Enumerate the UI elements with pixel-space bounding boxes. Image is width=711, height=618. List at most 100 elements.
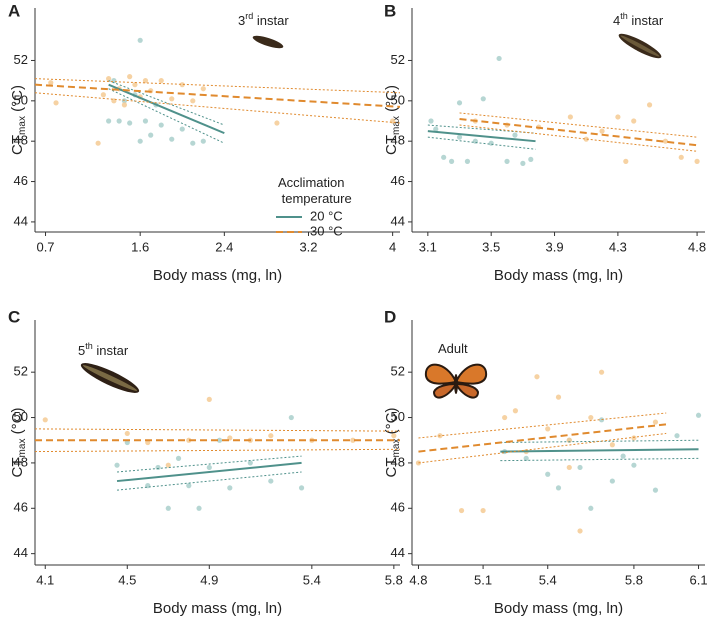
data-point	[42, 417, 48, 423]
caterpillar-4th	[618, 33, 662, 59]
x-tick-label: 3.9	[546, 239, 564, 254]
data-point	[165, 505, 171, 511]
legend-title: Acclimation temperature	[278, 175, 352, 206]
panel-letter: B	[384, 1, 396, 20]
data-point	[609, 478, 615, 484]
y-title-main: CT	[9, 457, 26, 477]
annotation-sup: th	[620, 11, 628, 21]
y-title-main: CT	[9, 135, 26, 155]
data-point	[190, 98, 196, 104]
annotation: 4th instar	[613, 11, 664, 28]
data-point	[155, 464, 161, 471]
fit-line	[116, 461, 302, 483]
data-point	[623, 158, 629, 164]
data-point	[53, 100, 59, 106]
y-axis-title: CTmax (°C)	[383, 408, 402, 478]
x-tick-label: 4.9	[200, 572, 218, 587]
x-tick-label: 4	[389, 239, 396, 254]
y-tick-label: 48	[14, 133, 28, 148]
annotation-main: 4	[613, 13, 620, 28]
data-point	[588, 505, 594, 511]
y-title-unit: (°C)	[383, 408, 400, 439]
data-point	[158, 78, 164, 84]
data-point	[609, 442, 615, 448]
data-point	[158, 122, 164, 128]
data-point	[200, 86, 206, 92]
panel-letter: D	[384, 307, 396, 326]
y-tick-label: 46	[391, 173, 405, 188]
data-point	[116, 118, 122, 124]
data-point	[567, 114, 573, 120]
y-tick-label: 46	[14, 173, 28, 188]
data-point	[598, 369, 605, 375]
x-tick-label: 6.1	[689, 572, 707, 587]
annotation-main: Adult	[438, 341, 468, 356]
data-point	[534, 374, 540, 380]
data-point	[137, 138, 143, 144]
data-point	[441, 154, 447, 160]
data-point	[121, 102, 128, 108]
annotation-sup: th	[85, 341, 93, 351]
data-point	[137, 37, 143, 43]
y-title-unit: (°C)	[383, 85, 400, 116]
y-title-sub: max	[17, 116, 28, 135]
y-title-sub: max	[391, 439, 402, 458]
y-tick-label: 52	[391, 52, 405, 67]
data-point	[247, 460, 253, 466]
data-point	[95, 140, 101, 146]
data-point	[196, 505, 202, 511]
fit-line	[34, 83, 401, 108]
ci-lower	[500, 457, 699, 462]
data-point	[566, 437, 572, 443]
fit-line	[427, 130, 536, 143]
data-point	[502, 414, 508, 421]
data-point	[555, 394, 562, 400]
caterpillar-3rd	[252, 35, 284, 49]
y-tick-label: 44	[391, 213, 405, 228]
data-point	[583, 136, 589, 142]
x-tick-label: 1.6	[131, 239, 149, 254]
data-point	[121, 98, 128, 104]
data-point	[132, 82, 138, 88]
x-axis-title: Body mass (mg, ln)	[153, 600, 282, 617]
x-tick-label: 4.1	[36, 572, 54, 587]
data-point	[127, 74, 133, 80]
y-tick-label: 50	[14, 409, 28, 424]
data-point	[124, 430, 130, 437]
legend-label: 30 °C	[310, 223, 343, 238]
data-point	[216, 437, 223, 443]
data-point	[142, 78, 149, 84]
data-point	[206, 396, 212, 402]
data-point	[458, 507, 465, 514]
y-tick-label: 44	[391, 545, 405, 560]
data-point	[512, 132, 518, 138]
panel: A 44 46 48 50 52 0.7 1.6 2.4 3.2 4 Body mass (mg, l…	[8, 1, 401, 284]
butterfly	[424, 363, 488, 399]
data-point	[268, 433, 274, 439]
annotation-rest: instar	[93, 343, 129, 358]
annotation: 5th instar	[78, 341, 129, 358]
data-point	[456, 100, 463, 106]
data-point	[496, 55, 502, 62]
x-tick-label: 4.5	[118, 572, 136, 587]
data-point	[288, 414, 294, 421]
data-point	[190, 140, 196, 146]
data-point	[674, 433, 680, 439]
x-tick-label: 3.1	[419, 239, 437, 254]
annotation-main: 5	[78, 343, 85, 358]
data-point	[268, 478, 274, 484]
x-tick-label: 5.1	[474, 572, 492, 587]
x-tick-label: 4.8	[688, 239, 706, 254]
y-tick-label: 52	[14, 364, 28, 379]
y-tick-label: 52	[14, 52, 28, 67]
data-point	[127, 120, 133, 126]
data-point	[523, 455, 529, 461]
x-tick-label: 4.8	[409, 572, 427, 587]
fit-line	[108, 83, 225, 135]
annotation-rest: instar	[253, 13, 289, 28]
data-point	[577, 528, 583, 534]
x-tick-label: 3.5	[482, 239, 500, 254]
y-title-sub: max	[17, 439, 28, 458]
data-point	[662, 138, 669, 144]
